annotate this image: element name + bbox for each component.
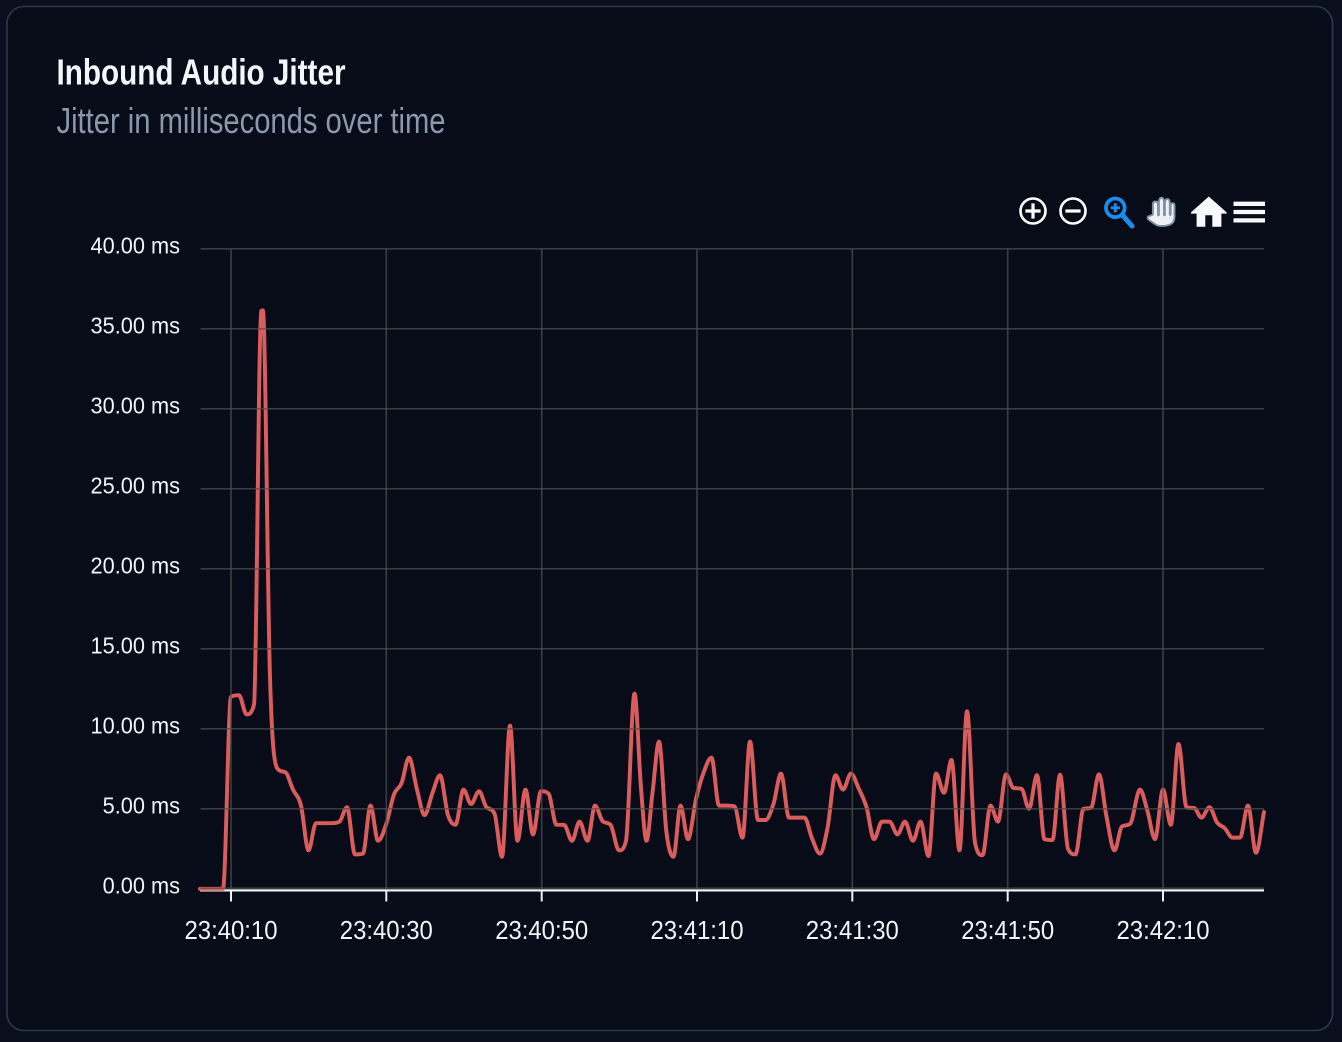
svg-text:5.00 ms: 5.00 ms — [103, 793, 180, 819]
svg-text:15.00 ms: 15.00 ms — [91, 633, 181, 659]
svg-text:23:40:10: 23:40:10 — [185, 917, 278, 945]
svg-text:25.00 ms: 25.00 ms — [91, 473, 181, 499]
svg-text:23:41:50: 23:41:50 — [961, 917, 1054, 945]
svg-text:10.00 ms: 10.00 ms — [91, 713, 181, 739]
svg-text:30.00 ms: 30.00 ms — [91, 393, 181, 419]
svg-text:Inbound Audio Jitter: Inbound Audio Jitter — [57, 52, 346, 93]
svg-text:Jitter in milliseconds over ti: Jitter in milliseconds over time — [57, 100, 446, 141]
svg-text:40.00 ms: 40.00 ms — [91, 233, 181, 259]
svg-text:0.00 ms: 0.00 ms — [103, 873, 180, 899]
svg-text:20.00 ms: 20.00 ms — [91, 553, 181, 579]
svg-text:23:40:30: 23:40:30 — [340, 917, 433, 945]
svg-text:23:42:10: 23:42:10 — [1117, 917, 1210, 945]
svg-text:23:41:10: 23:41:10 — [651, 917, 744, 945]
svg-text:23:40:50: 23:40:50 — [495, 917, 588, 945]
svg-text:35.00 ms: 35.00 ms — [91, 313, 181, 339]
svg-text:23:41:30: 23:41:30 — [806, 917, 899, 945]
